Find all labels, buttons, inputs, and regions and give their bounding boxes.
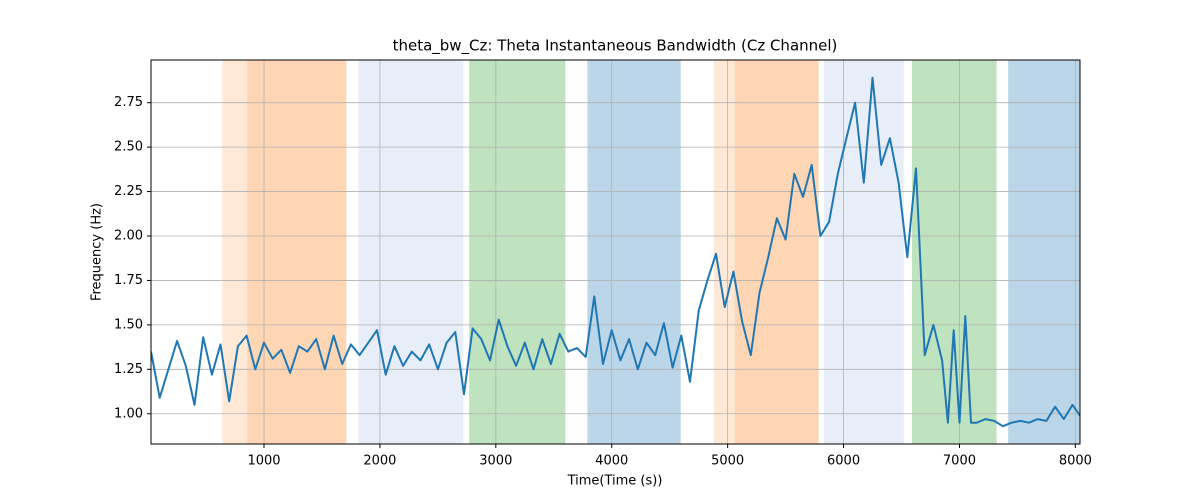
y-tick-label: 2.50 [114, 140, 143, 155]
y-tick-label: 1.00 [114, 406, 143, 421]
x-axis-label: Time(Time (s)) [567, 474, 663, 489]
shaded-span [222, 60, 347, 444]
y-tick-label: 2.25 [114, 184, 143, 199]
x-tick-label: 5000 [711, 454, 744, 469]
shaded-span [247, 60, 347, 444]
shaded-span [713, 60, 819, 444]
x-tick-label: 7000 [943, 454, 976, 469]
shaded-span [358, 60, 464, 444]
y-tick-label: 1.25 [114, 362, 143, 377]
y-tick-label: 2.00 [114, 229, 143, 244]
y-tick-label: 2.75 [114, 95, 143, 110]
x-tick-label: 4000 [595, 454, 628, 469]
shaded-span [587, 60, 681, 444]
shaded-span [1008, 60, 1080, 444]
shaded-span [469, 60, 566, 444]
shaded-span [734, 60, 819, 444]
x-tick-label: 8000 [1059, 454, 1092, 469]
shaded-span [823, 60, 904, 444]
y-axis-label: Frequency (Hz) [90, 203, 105, 301]
shaded-span [911, 60, 997, 444]
x-tick-label: 6000 [827, 454, 860, 469]
y-tick-label: 1.50 [114, 317, 143, 332]
x-tick-label: 3000 [479, 454, 512, 469]
plot-frame [150, 59, 1081, 445]
data-line [151, 76, 1080, 428]
y-tick-label: 1.75 [114, 273, 143, 288]
x-tick-label: 1000 [247, 454, 280, 469]
chart-title: theta_bw_Cz: Theta Instantaneous Bandwid… [393, 37, 838, 56]
x-tick-label: 2000 [363, 454, 396, 469]
